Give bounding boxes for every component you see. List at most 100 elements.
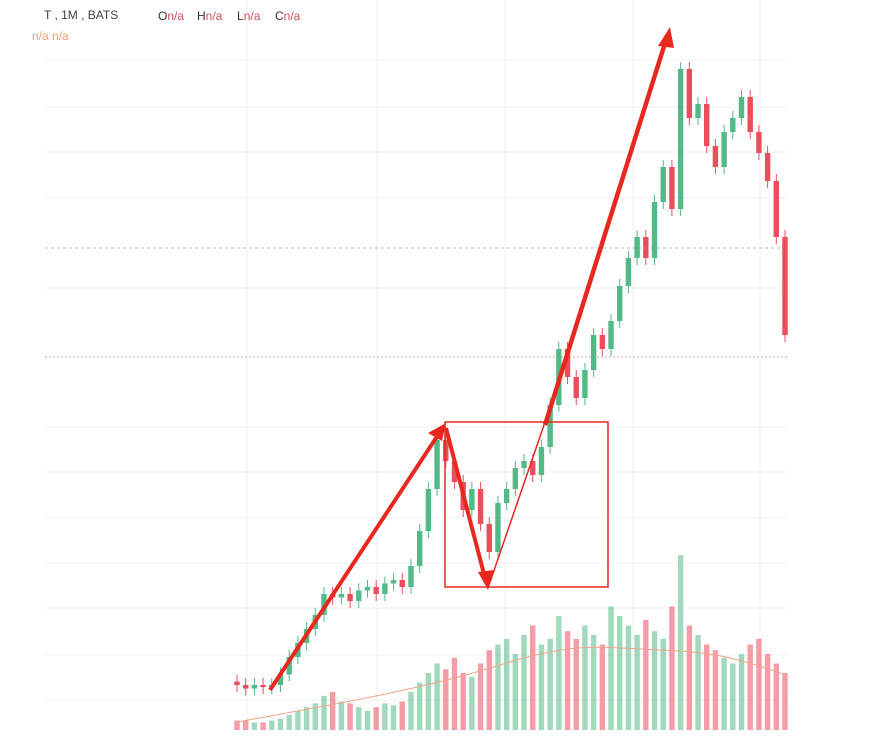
volume-bar [469, 676, 475, 730]
candle-body [538, 447, 545, 475]
arrowhead [658, 27, 674, 48]
volume-layer [234, 555, 788, 730]
volume-bar [590, 635, 597, 730]
volume-bar [512, 654, 519, 730]
h-label: H [197, 9, 206, 23]
candle-body [443, 440, 449, 461]
candle-body [390, 580, 397, 584]
candle-body [530, 461, 536, 475]
candle-body [686, 69, 693, 118]
volume-bar [425, 673, 432, 730]
candle-body [425, 489, 432, 531]
o-label: O [158, 9, 167, 23]
l-value: n/a [244, 9, 261, 23]
arrow [268, 430, 442, 692]
volume-bar [782, 673, 788, 730]
symbol: T , 1M , BATS [44, 8, 118, 22]
h-value: n/a [206, 9, 223, 23]
volume-bar [443, 669, 449, 730]
volume-bar [686, 625, 693, 730]
volume-bar [730, 663, 736, 730]
candle-layer [234, 62, 788, 696]
volume-bar [269, 720, 275, 730]
ohlc-label: Ln/a [237, 9, 261, 23]
volume-bar [643, 619, 649, 730]
candle-body [634, 237, 640, 258]
volume-bar [538, 644, 545, 730]
volume-bar [738, 654, 745, 730]
candle-body [695, 104, 701, 118]
volume-bar [564, 631, 571, 730]
candle-body [416, 531, 423, 566]
candle-body [590, 335, 597, 370]
volume-bar [669, 606, 675, 730]
candle-body [408, 566, 414, 587]
candle-body [704, 104, 710, 146]
volume-bar [634, 635, 640, 730]
candle-body [373, 587, 379, 594]
volume-bar [651, 631, 658, 730]
arrowhead [428, 423, 446, 441]
volume-bar [773, 663, 779, 730]
volume-bar [764, 654, 771, 730]
volume-bar [521, 635, 527, 730]
volume-bar [356, 707, 362, 730]
candle-body [364, 587, 371, 591]
candle-body [573, 377, 579, 398]
candle-body [234, 681, 240, 685]
candle-body [260, 685, 266, 688]
candle-body [643, 237, 649, 258]
grid [45, 0, 787, 730]
ohlc-label: Hn/a [197, 9, 223, 23]
arrow [542, 39, 669, 426]
volume-bar [625, 625, 632, 730]
candle-body [243, 685, 249, 689]
volume-bar [243, 720, 249, 730]
candle-body [651, 202, 658, 258]
candle-body [608, 321, 614, 349]
c-value: n/a [284, 9, 301, 23]
candle-body [712, 146, 719, 167]
indicator-value: n/a [52, 29, 69, 43]
candle-body [582, 370, 588, 398]
volume-bar [373, 707, 379, 730]
candle-body [599, 335, 606, 349]
legend-header: T , 1M , BATS On/a Hn/a Ln/a Cn/a n/a n/… [32, 8, 301, 43]
candle-body [756, 132, 762, 153]
arrowhead [478, 570, 494, 590]
c-label: C [275, 9, 284, 23]
volume-bar [451, 657, 458, 730]
volume-bar [390, 705, 397, 730]
ohlc-label: On/a [158, 9, 184, 23]
volume-bar [617, 616, 623, 730]
volume-bar [286, 714, 292, 730]
candle-body [512, 468, 519, 489]
volume-bar [303, 707, 310, 730]
volume-bar [295, 711, 301, 730]
l-label: L [237, 9, 244, 23]
candle-body [486, 524, 492, 552]
volume-bar [712, 650, 719, 730]
o-value: n/a [167, 9, 184, 23]
volume-bar [495, 644, 501, 730]
volume-bar [608, 606, 614, 730]
volume-bar [312, 703, 318, 730]
volume-bar [695, 635, 701, 730]
volume-bar [234, 720, 240, 730]
candle-body [721, 132, 727, 167]
indicator-value: n/a [32, 29, 49, 43]
candle-body [277, 674, 284, 685]
volume-bar [477, 663, 484, 730]
candle-body [477, 489, 484, 524]
range-box [444, 421, 609, 588]
volume-bar [382, 703, 388, 730]
volume-bar [721, 657, 727, 730]
candle-body [521, 461, 527, 468]
volume-bar [582, 625, 588, 730]
candle-body [356, 590, 362, 601]
volume-bar [321, 695, 327, 730]
ohlc-label: Cn/a [275, 9, 301, 23]
candle-body [782, 237, 788, 335]
candle-body [660, 167, 666, 202]
volume-bar [277, 718, 284, 730]
